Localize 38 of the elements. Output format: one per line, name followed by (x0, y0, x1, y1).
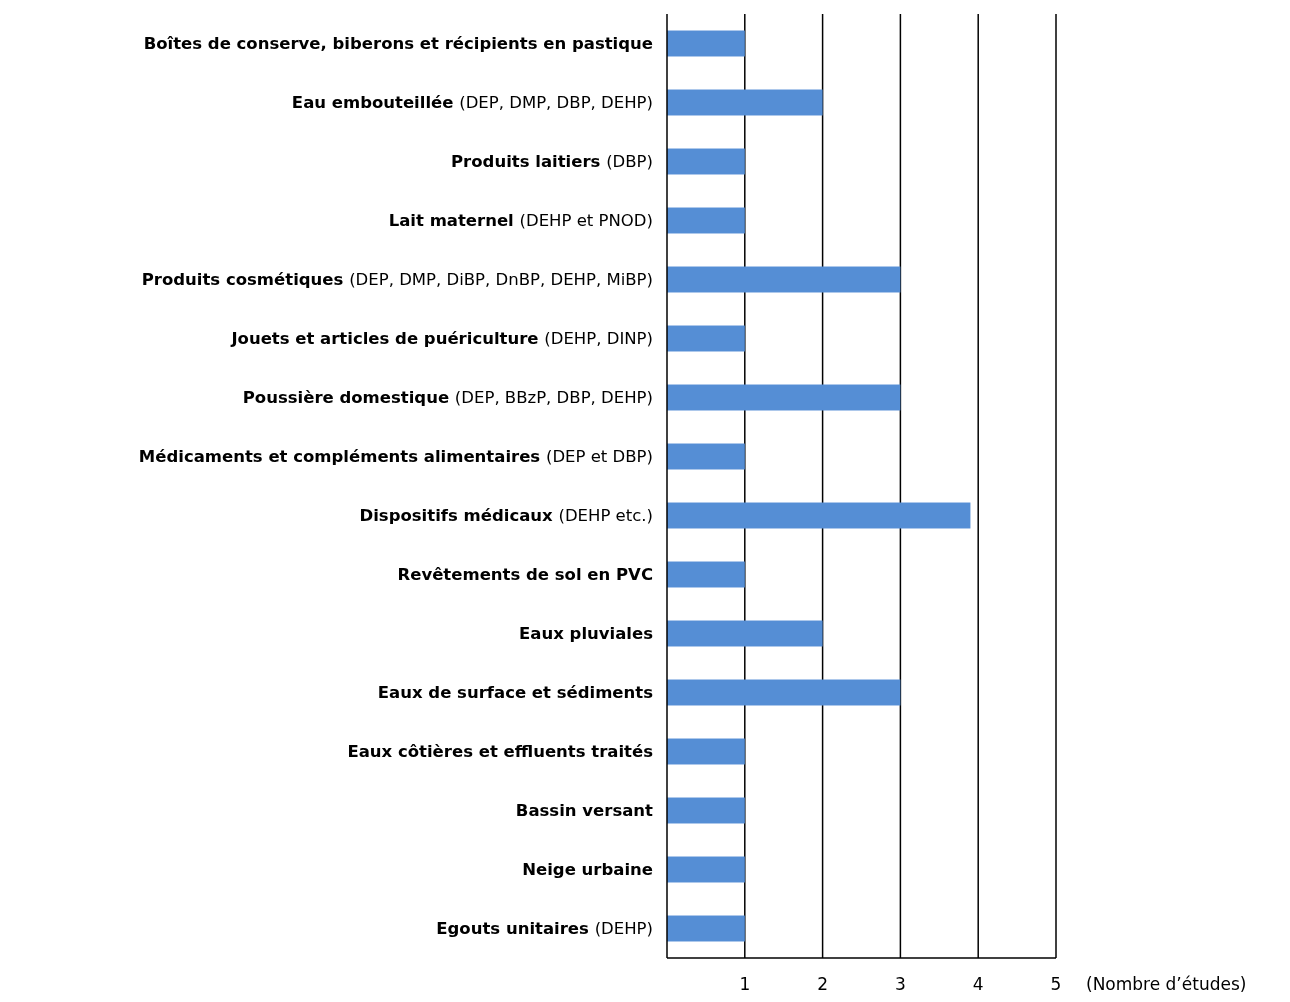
y-tick-label: Eaux de surface et sédiments (377, 683, 654, 703)
bar (667, 89, 823, 116)
x-tick-label: 3 (894, 974, 906, 994)
bar (667, 679, 901, 706)
y-tick-label: Poussière domestique (DEP, BBzP, DBP, DEHP) (242, 388, 653, 408)
bar (667, 561, 745, 588)
bar (667, 620, 823, 647)
x-tick-label: 2 (817, 974, 829, 994)
bar (667, 325, 745, 352)
x-tick-label: 5 (1050, 974, 1062, 994)
bar (667, 30, 745, 57)
bar (667, 502, 971, 529)
x-axis-title: (Nombre d’études) (1086, 974, 1247, 994)
bar (667, 266, 901, 293)
y-tick-label: Revêtements de sol en PVC (397, 565, 653, 585)
y-tick-label: Lait maternel (DEHP et PNOD) (388, 211, 653, 231)
bar (667, 738, 745, 765)
bar (667, 443, 745, 470)
bar (667, 384, 901, 411)
y-tick-label: Eaux pluviales (519, 624, 654, 644)
x-tick-label: 1 (739, 974, 751, 994)
y-tick-label: Jouets et articles de puériculture (DEHP, DINP) (230, 329, 653, 349)
y-tick-label: Produits laitiers (DBP) (451, 152, 653, 172)
y-tick-label: Médicaments et compléments alimentaires (DEP et DBP) (138, 447, 653, 467)
y-tick-label: Bassin versant (515, 801, 654, 821)
y-tick-label: Eau embouteillée (DEP, DMP, DBP, DEHP) (291, 93, 653, 113)
y-tick-label: Dispositifs médicaux (DEHP etc.) (359, 506, 653, 526)
y-tick-label: Boîtes de conserve, biberons et récipients en pastique (143, 34, 653, 54)
y-tick-label: Egouts unitaires (DEHP) (436, 919, 653, 939)
y-tick-label: Produits cosmétiques (DEP, DMP, DiBP, DnBP, DEHP, MiBP) (141, 270, 653, 290)
bar (667, 797, 745, 824)
y-tick-label: Eaux côtières et effluents traités (347, 742, 654, 762)
x-tick-label: 4 (972, 974, 984, 994)
bar (667, 207, 745, 234)
bar (667, 148, 745, 175)
bar (667, 915, 745, 942)
bar (667, 856, 745, 883)
y-tick-label: Neige urbaine (522, 860, 653, 880)
